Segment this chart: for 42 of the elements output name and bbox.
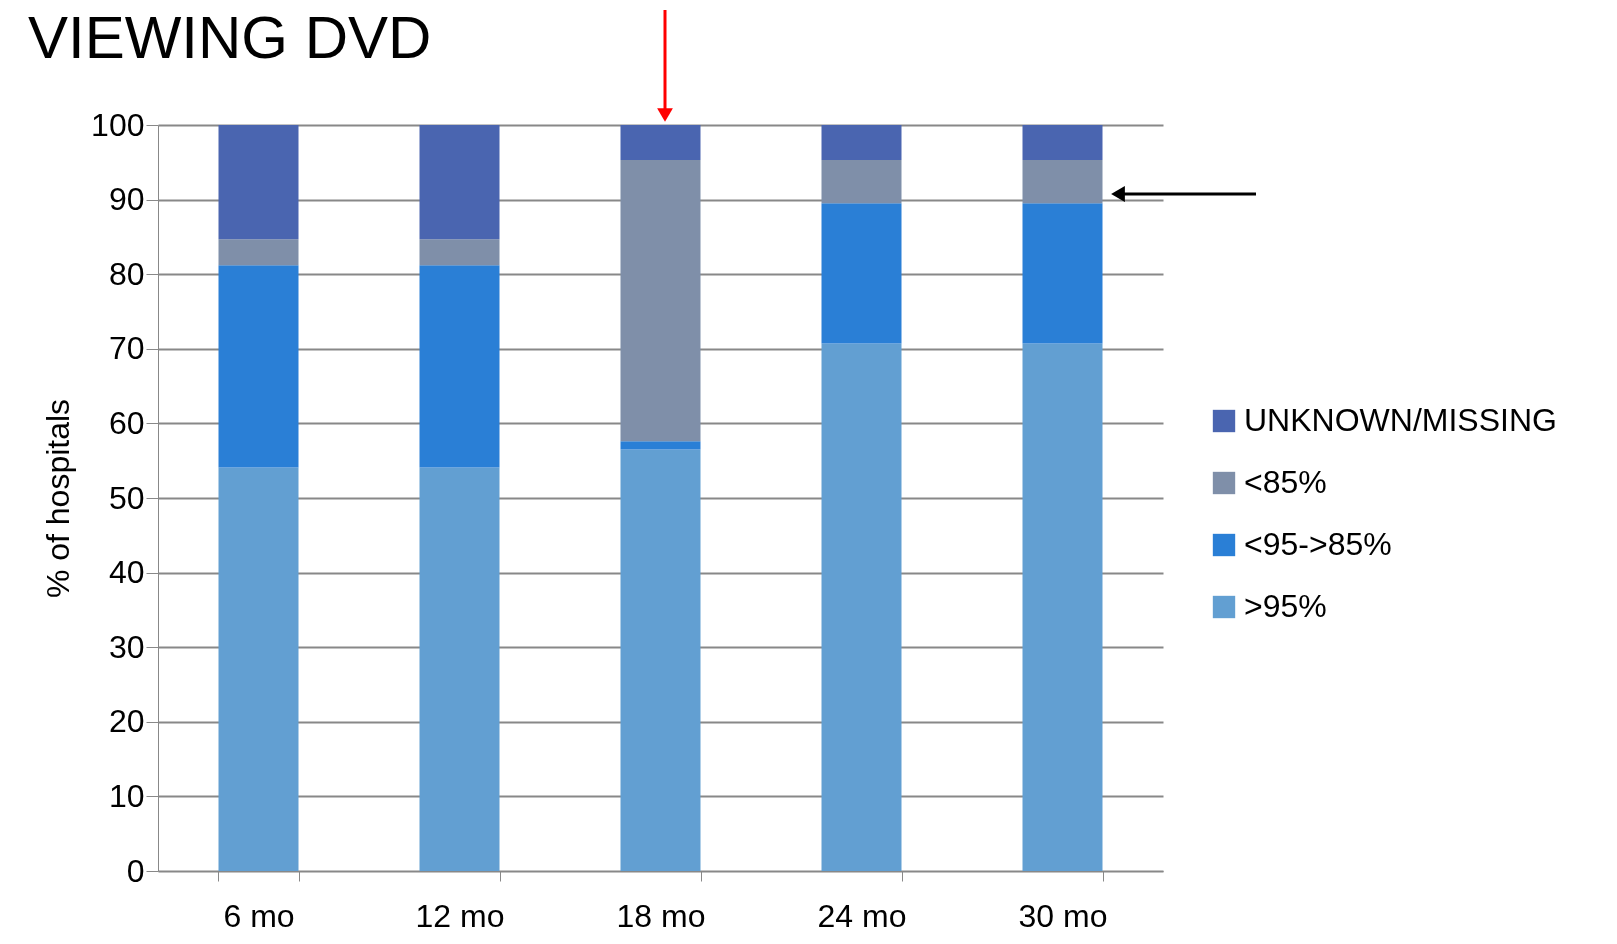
legend-label: <85%	[1244, 464, 1327, 500]
x-tick-label: 24 mo	[817, 897, 907, 934]
y-tick-label: 40	[108, 554, 145, 591]
y-tick-label: 30	[108, 628, 145, 665]
x-tick-label: 12 mo	[415, 897, 505, 934]
bar	[1022, 203, 1103, 344]
legend-label: UNKNOWN/MISSING	[1244, 402, 1557, 438]
y-tick-label: 10	[108, 777, 145, 814]
bar	[1022, 125, 1103, 161]
bar	[419, 239, 500, 266]
x-tick-label: 30 mo	[1018, 897, 1108, 934]
bar	[620, 449, 701, 871]
y-tick-label: 100	[91, 106, 145, 143]
legend-label: <95->85%	[1244, 526, 1392, 562]
y-tick-label: 70	[108, 330, 145, 367]
x-tick-label: 6 mo	[223, 897, 295, 934]
bar	[821, 160, 902, 204]
bar	[218, 265, 299, 468]
bar	[419, 125, 500, 240]
bar	[821, 343, 902, 871]
bar	[218, 467, 299, 871]
y-tick-label: 50	[108, 479, 145, 516]
y-tick-label: 80	[108, 255, 145, 292]
bar	[620, 125, 701, 161]
bar	[821, 125, 902, 161]
y-tick-label: 60	[108, 404, 145, 441]
y-tick-label: 20	[108, 703, 145, 740]
bar	[821, 203, 902, 344]
bar	[218, 239, 299, 266]
bar	[419, 265, 500, 468]
y-axis-title: % of hospitals	[40, 398, 77, 599]
y-tick-label: 0	[126, 852, 145, 889]
bar	[620, 160, 701, 442]
y-tick-label: 90	[108, 181, 145, 218]
legend-label: >95%	[1244, 588, 1327, 624]
bar	[1022, 343, 1103, 871]
chart-title: VIEWING DVD	[28, 4, 432, 71]
bar	[218, 125, 299, 240]
x-tick-label: 18 mo	[616, 897, 706, 934]
bar	[419, 467, 500, 871]
bar	[1022, 160, 1103, 204]
bar	[620, 441, 701, 450]
